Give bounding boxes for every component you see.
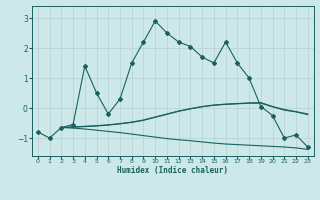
X-axis label: Humidex (Indice chaleur): Humidex (Indice chaleur): [117, 166, 228, 175]
